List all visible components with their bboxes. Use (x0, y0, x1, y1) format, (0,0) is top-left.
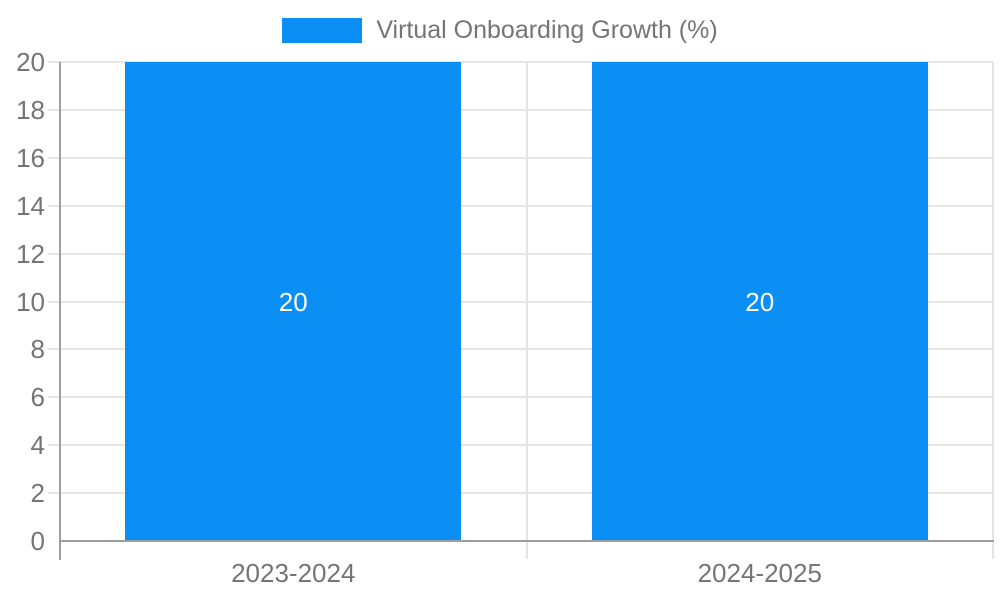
y-tick-label: 6 (30, 382, 45, 413)
gridline (48, 396, 993, 399)
y-tick-label: 2 (30, 478, 45, 509)
gridline (48, 444, 993, 447)
bar[interactable]: 20 (125, 62, 462, 541)
gridline (48, 348, 993, 351)
y-tick-label: 18 (16, 94, 45, 125)
category-boundary-line (525, 62, 528, 559)
gridline (48, 61, 993, 63)
gridline (48, 204, 993, 207)
x-category-label: 2023-2024 (231, 558, 356, 588)
category-boundary-line (992, 62, 994, 559)
y-tick-label: 20 (16, 47, 45, 77)
y-tick-label: 16 (16, 142, 45, 173)
bar[interactable]: 20 (591, 62, 928, 541)
y-tick-label: 0 (30, 526, 45, 556)
legend-label: Virtual Onboarding Growth (%) (376, 16, 718, 44)
gridline (48, 252, 993, 255)
gridline (48, 300, 993, 303)
gridline (48, 108, 993, 111)
x-axis-line (59, 540, 994, 542)
bar-value-label: 20 (745, 286, 775, 317)
x-category-label: 2024-2025 (697, 558, 822, 588)
gridline (48, 492, 993, 495)
y-axis-line (59, 62, 61, 560)
y-tick-label: 8 (30, 334, 45, 365)
legend-swatch (282, 17, 363, 43)
y-tick-label: 12 (16, 238, 45, 269)
y-tick-label: 14 (16, 190, 45, 221)
y-tick-label: 10 (16, 286, 45, 317)
chart-legend[interactable]: Virtual Onboarding Growth (%) (0, 16, 1000, 44)
gridline (48, 156, 993, 159)
y-tick-label: 4 (30, 430, 45, 461)
bar-value-label: 20 (278, 286, 308, 317)
